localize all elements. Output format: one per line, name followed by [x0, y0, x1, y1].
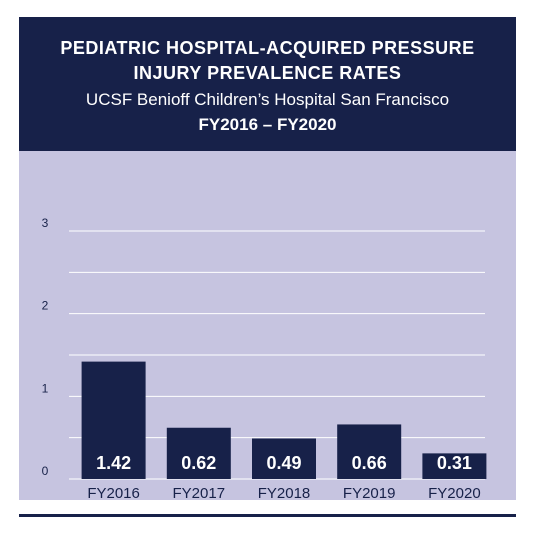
bottom-rule	[19, 514, 516, 517]
chart-subtitle: UCSF Benioff Children’s Hospital San Fra…	[85, 90, 450, 109]
x-tick-label: FY2017	[173, 485, 226, 500]
chart-card: PEDIATRIC HOSPITAL-ACQUIRED PRESSURE INJ…	[19, 17, 516, 500]
chart-title-line-1: PEDIATRIC HOSPITAL-ACQUIRED PRESSURE	[60, 38, 475, 58]
bar-fy2017	[166, 427, 231, 479]
x-tick-label: FY2020	[428, 485, 481, 500]
bar-fy2018	[252, 438, 316, 479]
x-tick-label: FY2016	[87, 485, 140, 500]
bar-fy2020	[422, 453, 487, 479]
bar-value-label: 0.66	[352, 453, 387, 473]
y-tick-label: 0	[42, 464, 49, 478]
bar-chart: 0 1 2 3 1.42 FY2016 0.62 FY2017 0.49 FY2018 0.66 FY…	[42, 216, 487, 500]
bar-value-label: 0.62	[181, 453, 216, 473]
bar-fy2019	[337, 424, 402, 479]
bar-fy2016	[81, 361, 146, 479]
x-tick-label: FY2018	[258, 485, 311, 500]
chart-period: FY2016 – FY2020	[198, 115, 337, 134]
chart-title-line-2: INJURY PREVALENCE RATES	[133, 63, 402, 83]
x-tick-label: FY2019	[343, 485, 396, 500]
chart-header: PEDIATRIC HOSPITAL-ACQUIRED PRESSURE INJ…	[19, 17, 516, 151]
bar-value-label: 0.49	[266, 453, 301, 473]
y-tick-label: 3	[42, 216, 49, 230]
bar-value-label: 0.31	[437, 453, 472, 473]
y-tick-label: 1	[42, 381, 49, 395]
bar-value-label: 1.42	[96, 453, 131, 473]
y-tick-label: 2	[42, 299, 49, 313]
